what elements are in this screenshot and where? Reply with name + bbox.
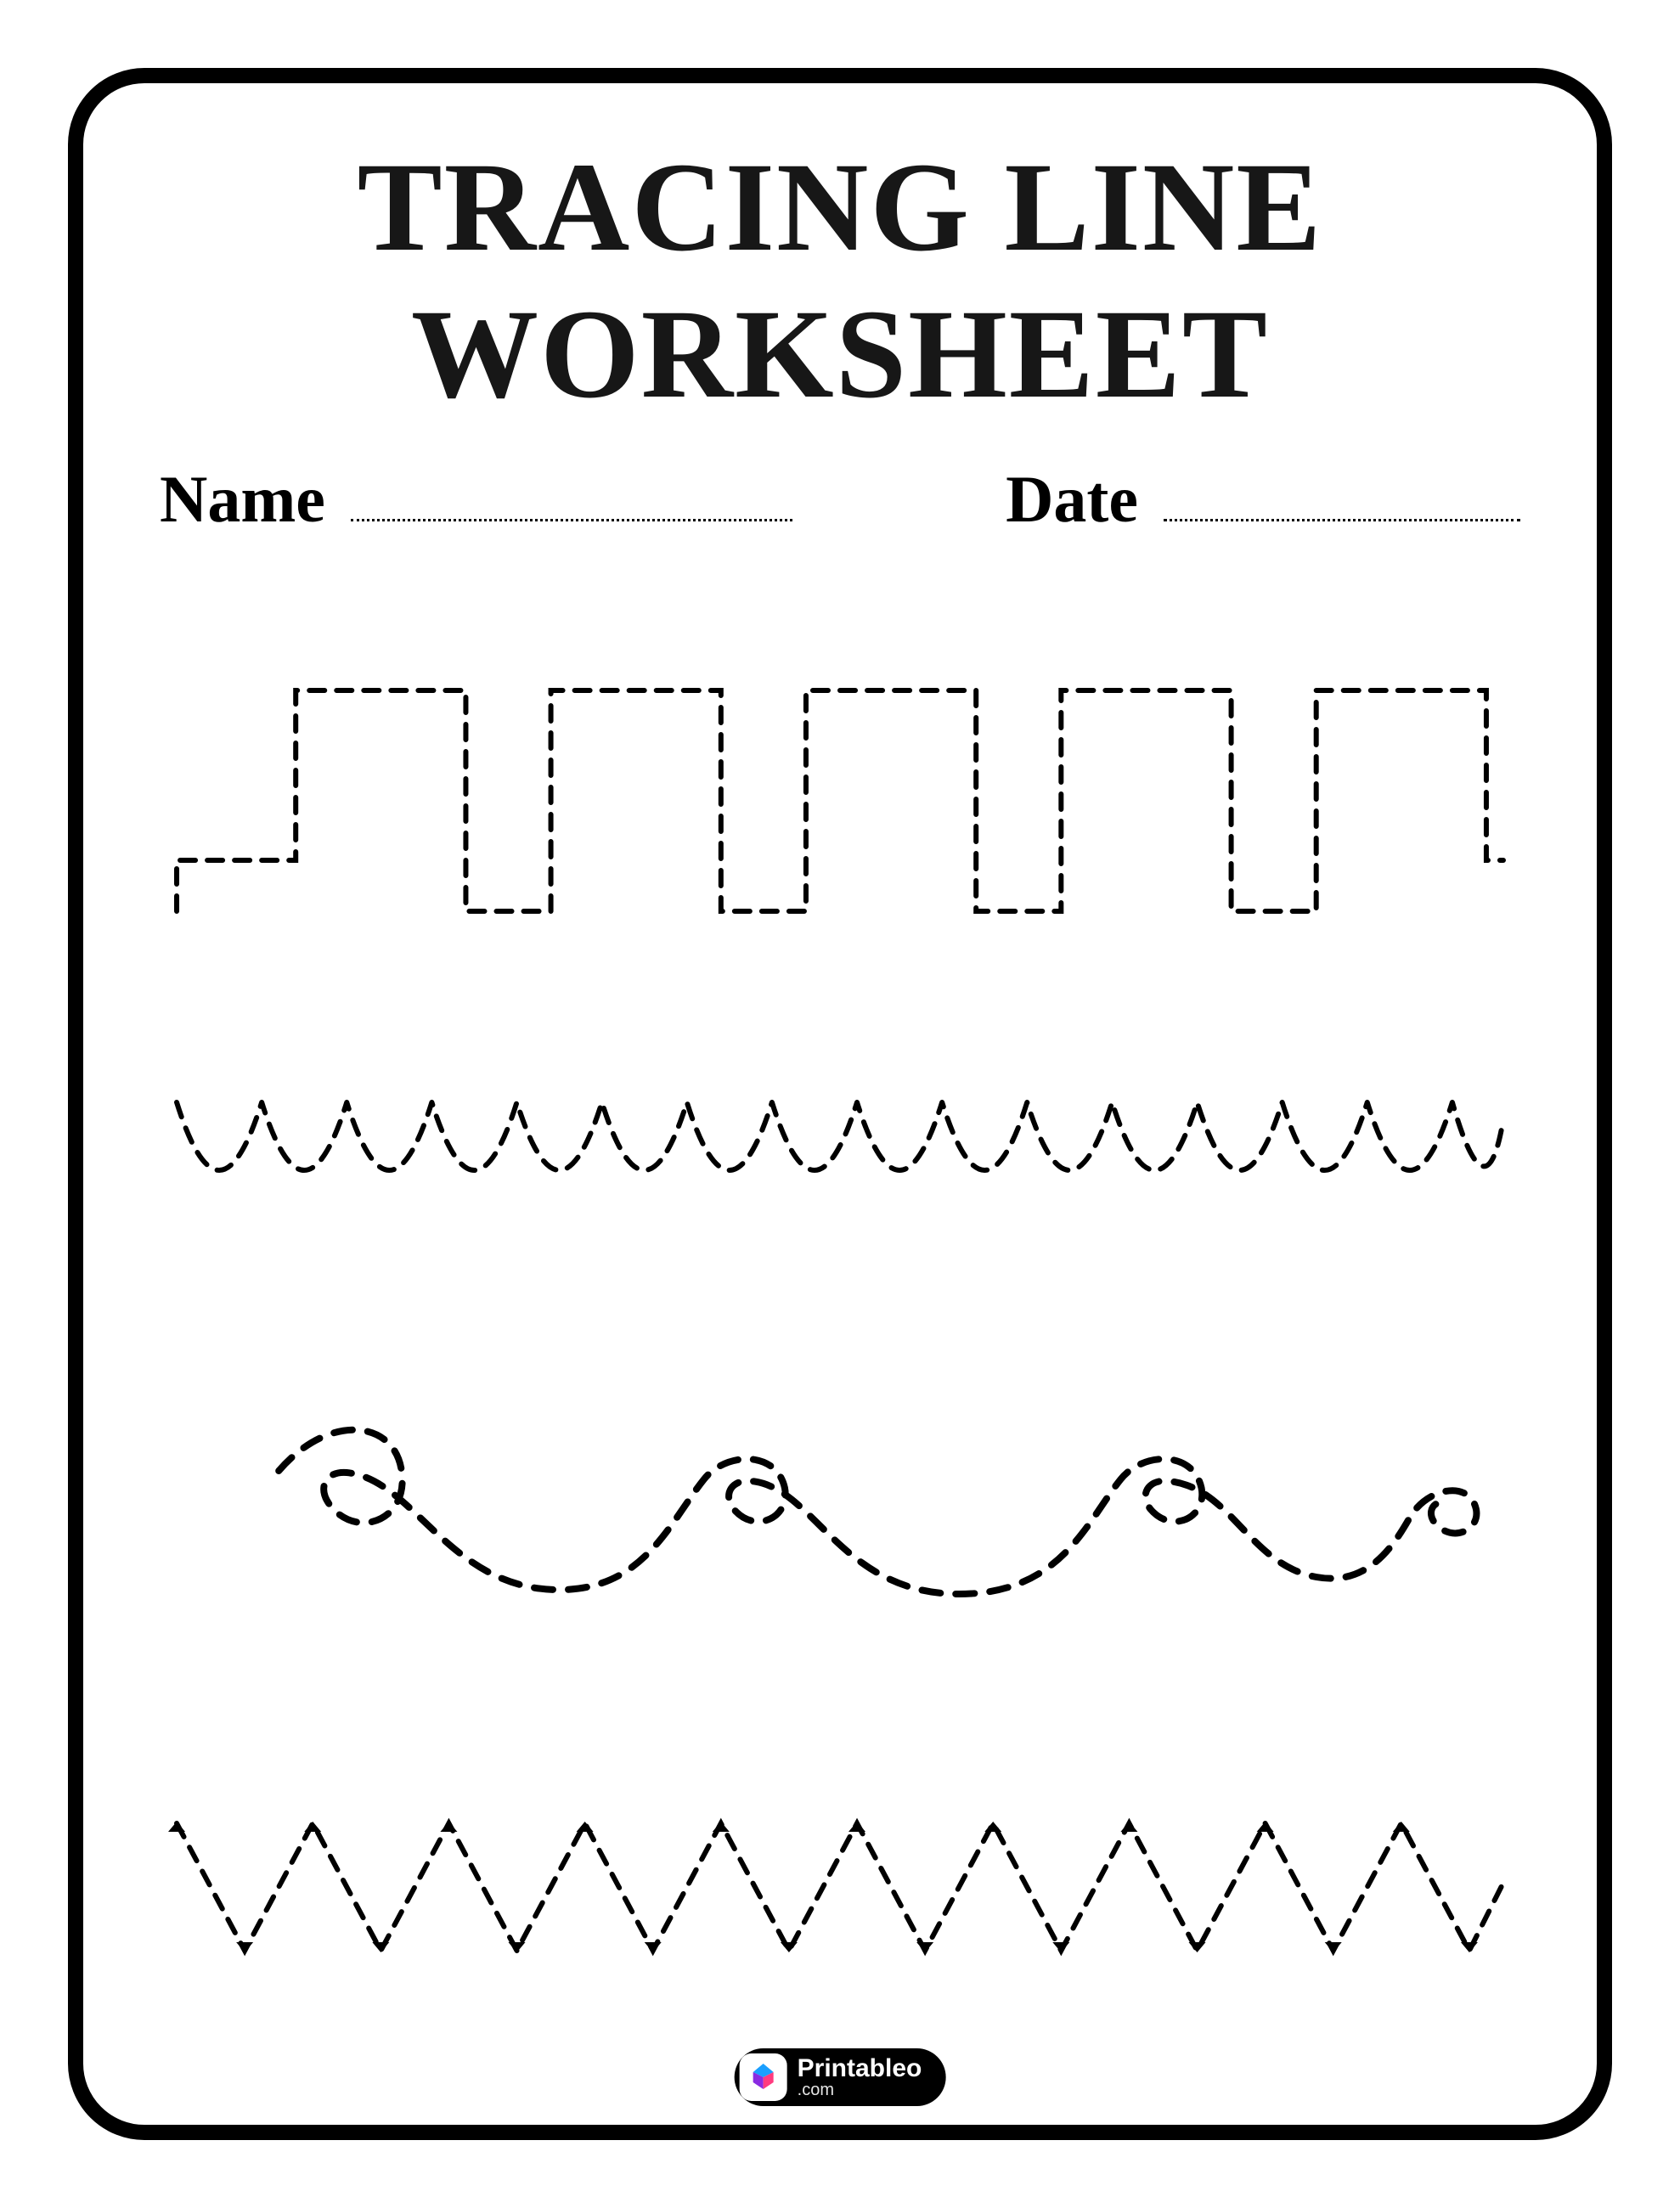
name-label: Name	[160, 461, 325, 538]
logo-brand: Printableo	[798, 2056, 922, 2081]
logo-domain: .com	[798, 2081, 922, 2098]
trace-row-loops[interactable]	[160, 1394, 1520, 1653]
name-field: Name	[160, 461, 792, 538]
date-input-line[interactable]	[1164, 519, 1520, 521]
title-line-2: WORKSHEET	[151, 281, 1529, 428]
info-fields: Name Date	[151, 461, 1529, 538]
date-label: Date	[1006, 461, 1138, 538]
title-line-1: TRACING LINE	[151, 134, 1529, 281]
logo-text: Printableo .com	[798, 2056, 922, 2098]
logo-icon	[740, 2053, 787, 2101]
trace-row-battlement[interactable]	[160, 656, 1520, 932]
trace-row-wave[interactable]	[160, 1051, 1520, 1276]
battlement-trace	[160, 656, 1520, 928]
worksheet-page: TRACING LINE WORKSHEET Name Date	[17, 17, 1663, 2191]
trace-row-zigzag[interactable]	[160, 1772, 1520, 1997]
brand-logo: Printableo .com	[735, 2048, 946, 2106]
zigzag-trace	[160, 1772, 1520, 1993]
loops-trace	[160, 1394, 1520, 1649]
name-input-line[interactable]	[351, 519, 792, 521]
tracing-area	[151, 597, 1529, 2091]
worksheet-frame: TRACING LINE WORKSHEET Name Date	[68, 68, 1612, 2140]
worksheet-title: TRACING LINE WORKSHEET	[151, 134, 1529, 427]
date-field: Date	[1006, 461, 1520, 538]
wave-trace	[160, 1051, 1520, 1272]
